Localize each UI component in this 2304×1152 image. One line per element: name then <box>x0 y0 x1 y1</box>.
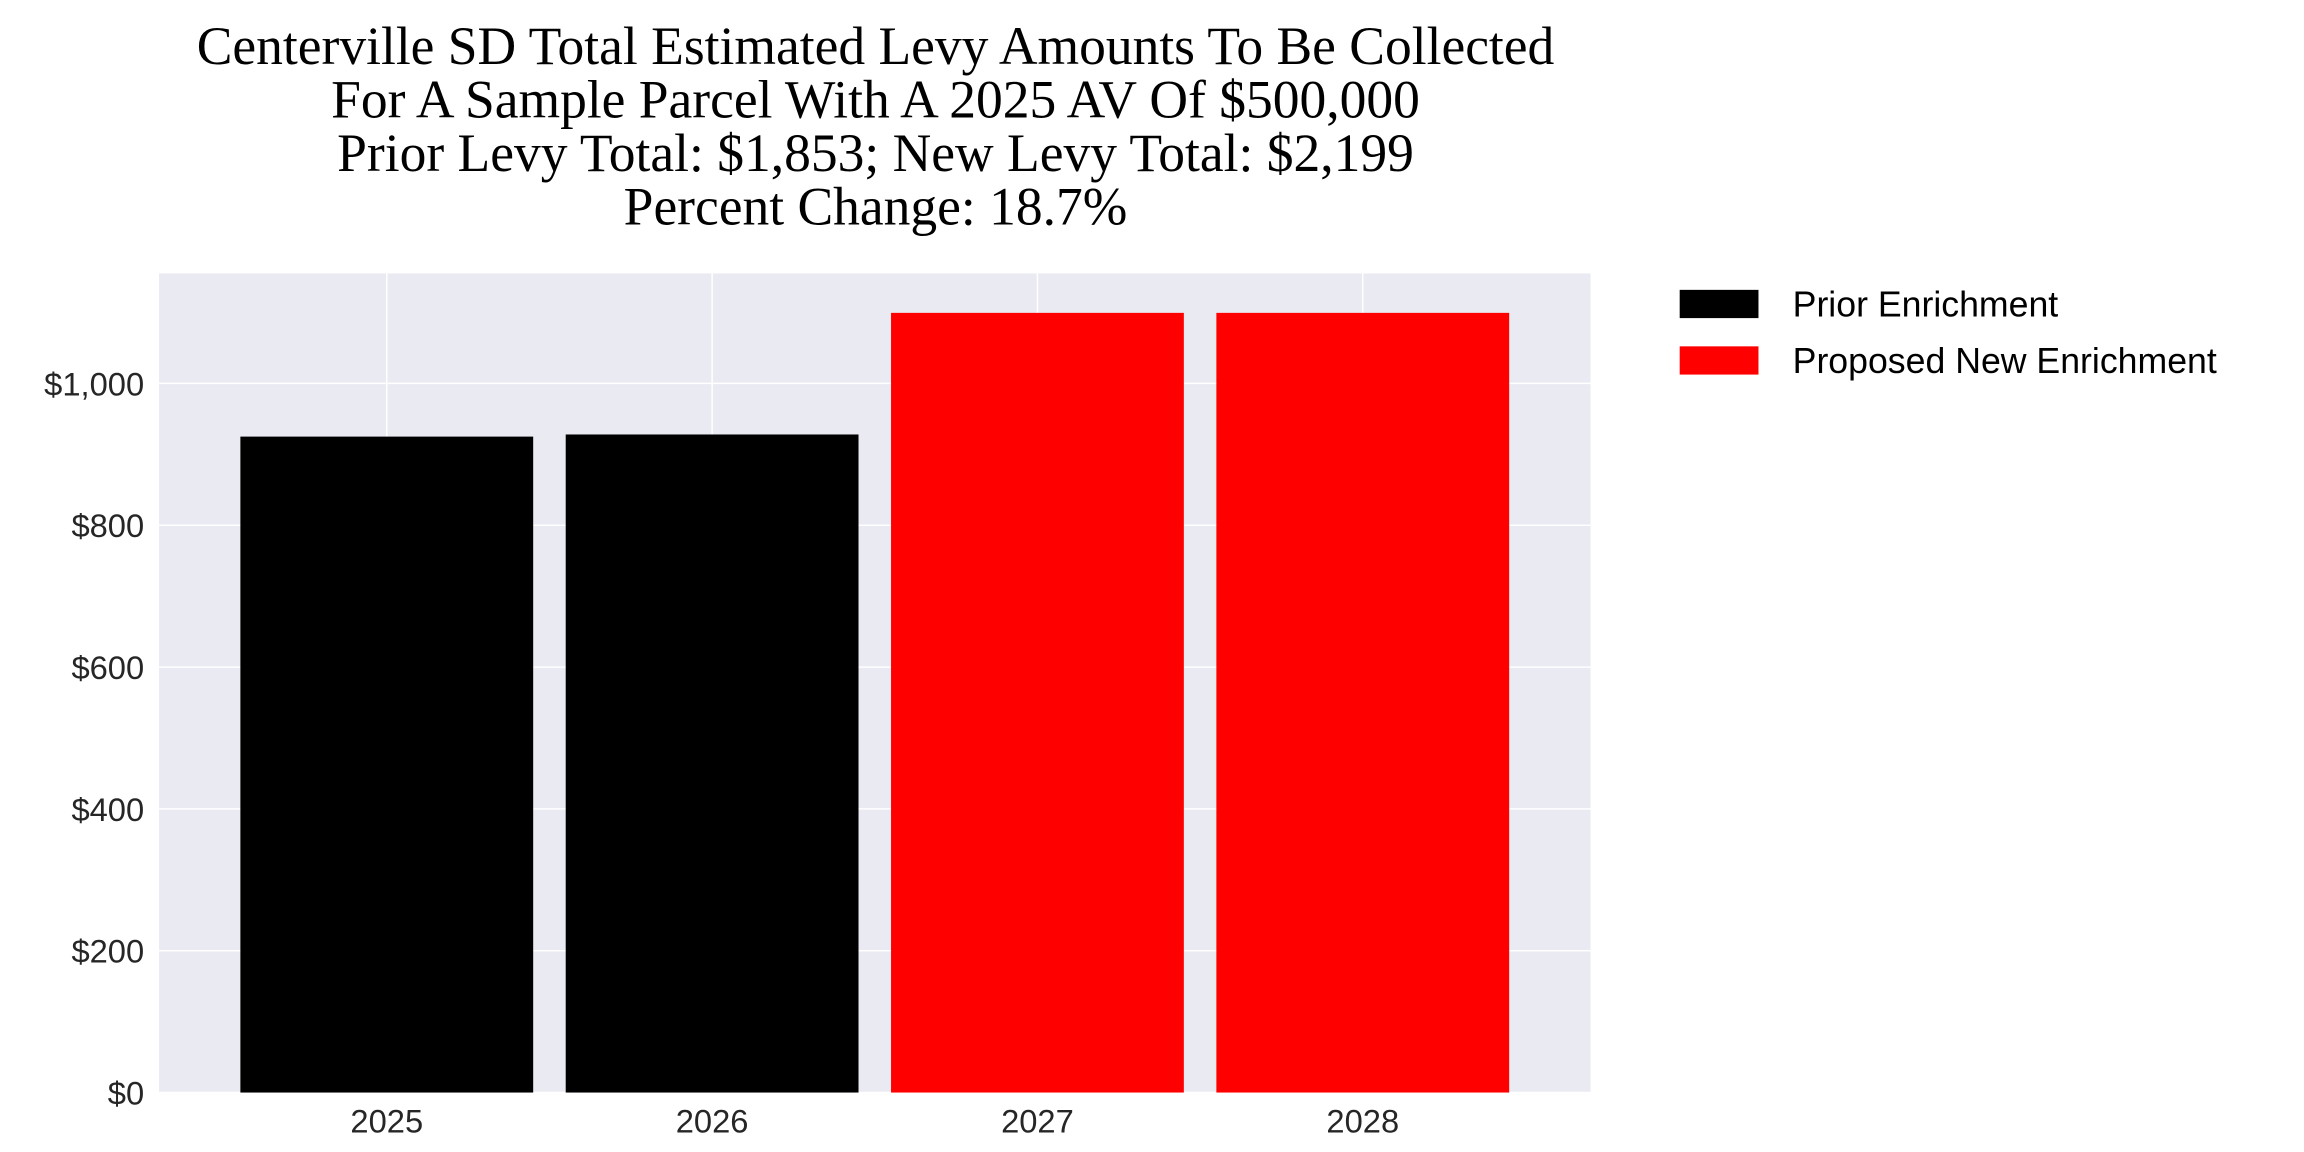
y-tick-label: $800 <box>71 507 144 544</box>
chart-title: Centerville SD Total Estimated Levy Amou… <box>197 16 1555 237</box>
y-tick-label: $200 <box>71 933 144 970</box>
bar-2026 <box>565 434 859 1093</box>
x-tick-label: 2027 <box>1001 1103 1074 1140</box>
y-axis-ticks: $0 $200 $400 $600 $800 $1,000 <box>44 365 144 1111</box>
y-tick-label: $0 <box>108 1074 144 1111</box>
chart-title-line: For A Sample Parcel With A 2025 AV Of $5… <box>331 69 1420 129</box>
x-tick-label: 2028 <box>1326 1103 1399 1140</box>
legend-swatch <box>1679 346 1759 375</box>
y-tick-label: $400 <box>71 791 144 828</box>
chart-title-line: Centerville SD Total Estimated Levy Amou… <box>197 16 1555 76</box>
legend: Prior Enrichment Proposed New Enrichment <box>1679 285 2217 381</box>
x-tick-label: 2026 <box>676 1103 749 1140</box>
x-tick-label: 2025 <box>350 1103 423 1140</box>
y-tick-label: $1,000 <box>44 365 144 402</box>
legend-swatch <box>1679 289 1759 319</box>
chart-title-line: Prior Levy Total: $1,853; New Levy Total… <box>337 123 1414 183</box>
chart-title-line: Percent Change: 18.7% <box>624 176 1128 236</box>
bar-2028 <box>1216 312 1510 1093</box>
bar-2027 <box>891 312 1184 1093</box>
bars <box>240 312 1510 1093</box>
bar-2025 <box>240 436 534 1093</box>
legend-label: Proposed New Enrichment <box>1793 341 2217 381</box>
x-axis-ticks: 2025 2026 2027 2028 <box>350 1103 1399 1140</box>
y-tick-label: $600 <box>71 649 144 686</box>
legend-label: Prior Enrichment <box>1793 285 2059 325</box>
